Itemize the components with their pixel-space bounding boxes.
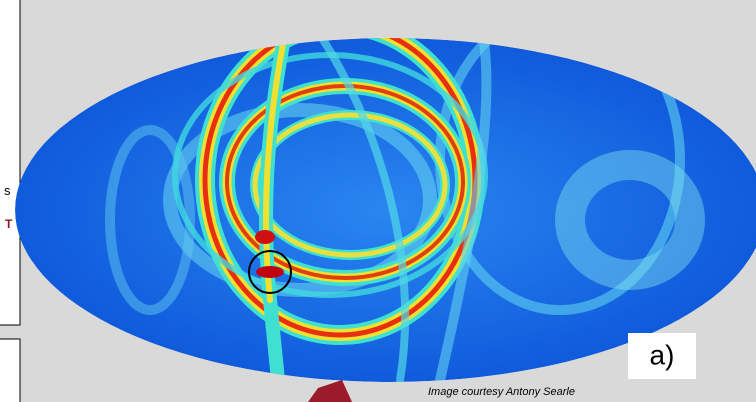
left-text: s bbox=[4, 183, 11, 198]
left-text-highlight: T bbox=[5, 217, 13, 231]
image-credit: Image courtesy Antony Searle bbox=[428, 386, 575, 398]
page: s T a) Image courtesy Antony Searle bbox=[0, 0, 756, 402]
left-text-box-lower bbox=[0, 339, 20, 402]
panel-label: a) bbox=[650, 339, 675, 370]
slide: s T a) Image courtesy Antony Searle bbox=[0, 0, 756, 402]
left-text-box bbox=[0, 0, 20, 325]
